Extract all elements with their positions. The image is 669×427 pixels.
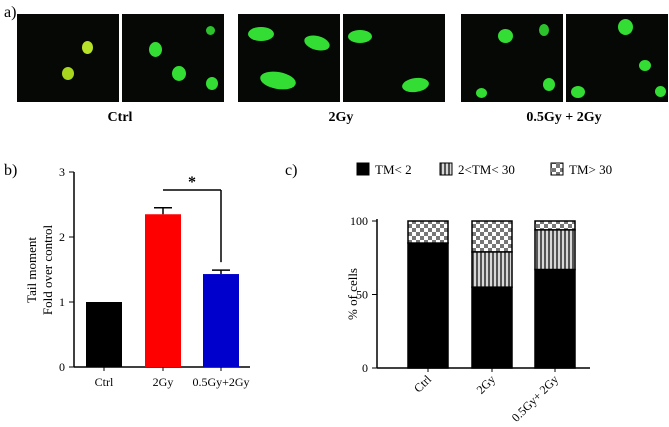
group-label-combo: 0.5Gy + 2Gy [526,110,602,125]
c-y-tick-label: 100 [350,214,368,228]
c-y-axis-title: % of cells [345,268,360,320]
cell-nucleus [639,60,651,71]
cell-nucleus [543,78,555,91]
cell-nucleus [476,88,487,98]
cell-nucleus [206,77,218,90]
micrograph-ctrl-2 [122,14,224,102]
cell-comet [248,27,274,41]
b-y-tick-label: 2 [59,230,65,244]
cell-nucleus [498,29,513,43]
cell-nucleus [618,19,633,35]
micrograph-2gy-2 [343,14,445,102]
b-x-tick-label: Ctrl [95,375,114,389]
b-x-tick-label: 0.5Gy+2Gy [192,375,249,389]
b-sig-label: * [188,174,196,191]
cell-nucleus [82,41,93,54]
c-legend-label-0: TM< 2 [375,162,412,177]
c-y-tick-label: 50 [356,288,368,302]
cell-comet [348,30,372,43]
c-bar-segment-0 [534,268,576,369]
c-legend-swatch-2 [550,162,564,176]
b-bar-2 [203,274,239,367]
c-bar-segment-0 [407,242,449,369]
cell-nucleus [172,66,186,81]
c-bar-segment-2 [534,220,576,231]
c-legend-swatch-0 [356,162,370,176]
micrograph-2gy-1 [238,14,340,102]
panel-label-a: a) [4,4,17,21]
c-bar-segment-0 [471,286,513,369]
b-y-tick-label: 1 [59,295,65,309]
c-y-tick-label: 0 [362,361,368,375]
cell-nucleus [149,42,162,57]
c-bar-segment-1 [534,229,576,271]
b-y-tick-label: 3 [59,165,65,179]
c-legend-label-2: TM> 30 [569,162,612,177]
micrograph-ctrl-1 [17,14,119,102]
c-bar-segment-2 [407,220,449,244]
c-x-tick-label: 0.5Gy+ 2Gy [509,372,561,424]
cell-nucleus [206,26,215,35]
group-label-2gy: 2Gy [328,110,354,125]
cell-nucleus [571,86,585,98]
b-x-tick-label: 2Gy [153,375,174,389]
b-y-axis-title-1: Tail moment [24,237,39,303]
micrograph-combo-1 [461,14,563,102]
b-y-tick-label: 0 [59,360,65,374]
c-x-tick-label: Ctrl [411,372,435,396]
group-label-ctrl: Ctrl [107,110,133,125]
c-legend-swatch-1 [439,162,453,176]
b-bar-1 [145,214,181,367]
cell-nucleus [62,67,74,80]
micrograph-combo-2 [566,14,668,102]
cell-nucleus [539,24,549,36]
c-x-tick-label: 2Gy [474,372,499,397]
panel-label-b: b) [4,162,18,179]
c-bar-segment-1 [471,251,513,288]
c-bar-segment-2 [471,220,513,253]
b-y-axis-title-2: Fold over control [40,224,55,315]
c-legend-label-1: 2<TM< 30 [458,162,515,177]
panel-label-c: c) [285,162,298,179]
cell-nucleus [655,86,666,97]
b-bar-0 [86,302,122,367]
